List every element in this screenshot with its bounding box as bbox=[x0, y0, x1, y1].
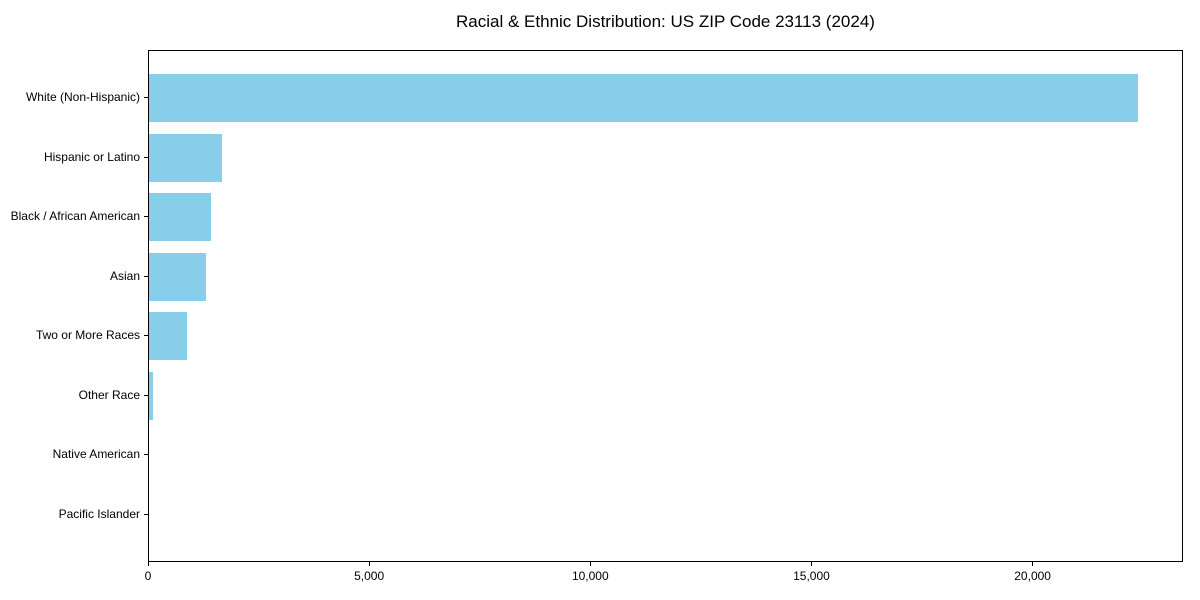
bar bbox=[149, 312, 187, 360]
y-tick-mark bbox=[144, 454, 148, 455]
bar bbox=[149, 193, 211, 241]
x-tick-label: 20,000 bbox=[1014, 569, 1051, 583]
y-tick-label: Native American bbox=[52, 447, 140, 461]
y-tick-label: Asian bbox=[109, 268, 140, 283]
y-tick-mark bbox=[144, 335, 148, 336]
bar bbox=[149, 74, 1138, 122]
y-tick-label: Other Race bbox=[78, 387, 140, 402]
y-tick-mark bbox=[144, 275, 148, 277]
y-tick-mark bbox=[144, 216, 148, 217]
x-tick-label: 0 bbox=[144, 569, 152, 583]
y-tick-mark bbox=[144, 97, 148, 98]
x-tick-mark bbox=[147, 562, 149, 566]
bar bbox=[149, 133, 222, 182]
x-tick-mark bbox=[368, 562, 370, 566]
bar bbox=[149, 252, 206, 301]
y-tick-mark bbox=[144, 156, 148, 158]
y-tick-mark bbox=[144, 513, 148, 515]
x-tick-label: 15,000 bbox=[793, 569, 830, 583]
y-tick-label: Hispanic or Latino bbox=[43, 149, 140, 164]
y-tick-label: Black / African American bbox=[10, 209, 140, 223]
bar bbox=[149, 371, 153, 420]
y-tick-label: Two or More Races bbox=[35, 328, 140, 342]
chart-title: Racial & Ethnic Distribution: US ZIP Cod… bbox=[456, 12, 875, 31]
x-tick-mark bbox=[589, 562, 591, 566]
plot-area bbox=[148, 50, 1183, 562]
y-tick-label: White (Non-Hispanic) bbox=[25, 90, 140, 104]
x-tick-label: 10,000 bbox=[571, 569, 609, 583]
y-tick-mark bbox=[144, 394, 148, 396]
x-tick-label: 5,000 bbox=[354, 569, 385, 583]
y-tick-label: Pacific Islander bbox=[58, 506, 140, 521]
x-tick-mark bbox=[810, 562, 812, 566]
x-tick-mark bbox=[1032, 562, 1034, 566]
